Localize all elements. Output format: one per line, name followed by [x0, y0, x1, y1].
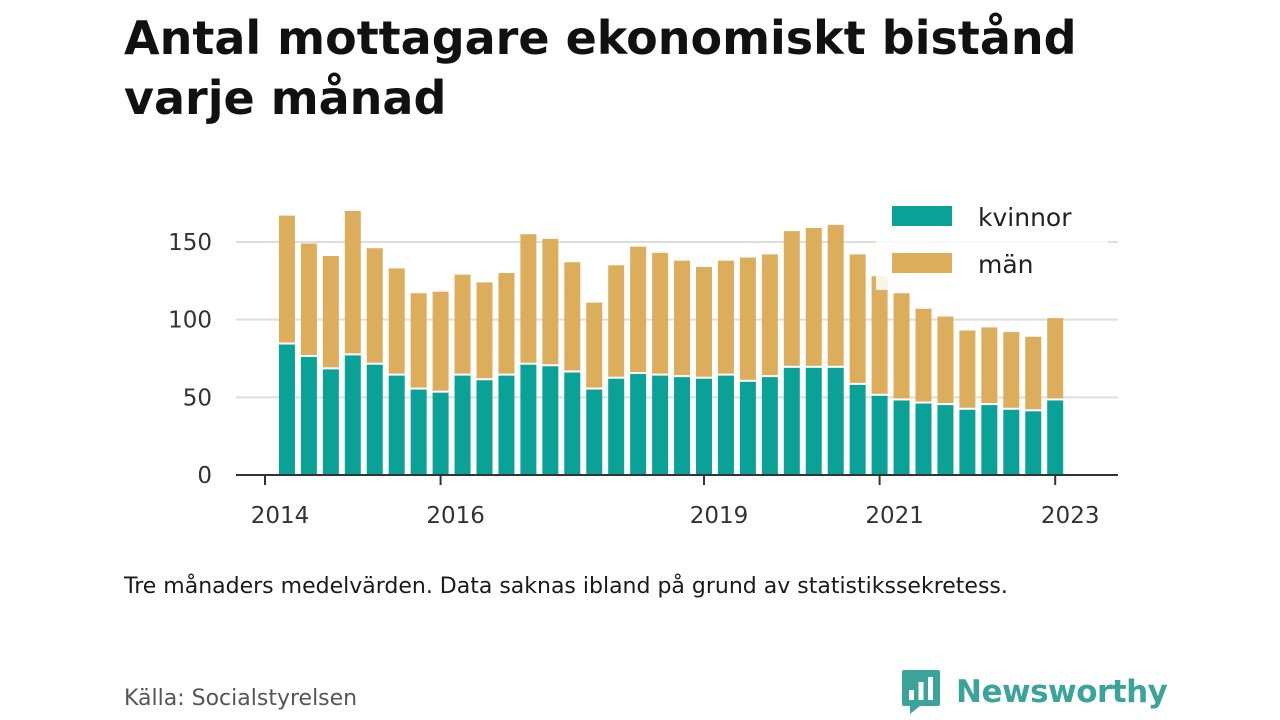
x-tick-label-2021: 2021 — [865, 503, 924, 529]
bar-man-1 — [300, 243, 317, 355]
bar-man-33 — [1003, 332, 1020, 408]
bar-man-32 — [981, 327, 998, 404]
bar-man-2 — [322, 255, 339, 368]
bar-kvinnor-10 — [498, 375, 515, 475]
bar-kvinnor-17 — [652, 375, 669, 475]
bar-kvinnor-32 — [981, 405, 998, 475]
bar-kvinnor-3 — [344, 355, 361, 475]
bar-man-0 — [278, 215, 295, 343]
bar-man-5 — [388, 268, 405, 374]
legend-label-man: män — [978, 250, 1034, 279]
bar-kvinnor-13 — [564, 372, 581, 475]
bar-kvinnor-33 — [1003, 409, 1020, 475]
brand-name: Newsworthy — [956, 674, 1168, 710]
bar-man-17 — [652, 252, 669, 374]
bar-kvinnor-21 — [739, 381, 756, 475]
bar-man-8 — [454, 274, 471, 374]
y-tick-label-100: 100 — [168, 308, 212, 334]
bar-man-19 — [696, 266, 712, 377]
bar-man-35 — [1047, 318, 1064, 399]
newsworthy-logo-icon — [902, 670, 940, 714]
bar-kvinnor-8 — [454, 375, 471, 475]
bar-man-29 — [915, 308, 932, 402]
source-credit: Källa: Socialstyrelsen — [124, 686, 358, 711]
bar-man-18 — [674, 260, 691, 376]
bar-kvinnor-5 — [388, 375, 405, 475]
y-tick-label-50: 50 — [183, 385, 212, 411]
bar-man-3 — [344, 210, 361, 354]
bar-man-34 — [1025, 336, 1042, 410]
bar-kvinnor-12 — [542, 366, 559, 475]
bar-kvinnor-20 — [717, 375, 734, 475]
bar-kvinnor-30 — [937, 405, 954, 475]
legend-swatch-kvinnor — [892, 206, 952, 226]
bar-kvinnor-25 — [827, 367, 844, 475]
bar-man-12 — [542, 238, 559, 365]
bar-kvinnor-34 — [1025, 411, 1042, 475]
bar-man-25 — [827, 224, 844, 366]
bar-kvinnor-14 — [586, 389, 603, 475]
bar-kvinnor-23 — [783, 367, 800, 475]
y-tick-label-0: 0 — [197, 463, 212, 489]
chart-title: Antal mottagare ekonomiskt bistånd varje… — [124, 11, 1077, 125]
bar-kvinnor-7 — [432, 392, 449, 475]
bar-kvinnor-9 — [476, 380, 493, 475]
chart-footnote: Tre månaders medelvärden. Data saknas ib… — [124, 574, 1008, 599]
bar-man-20 — [717, 260, 734, 374]
bar-kvinnor-15 — [608, 378, 625, 475]
legend-swatch-man — [892, 253, 952, 273]
bar-kvinnor-22 — [761, 377, 778, 475]
bar-kvinnor-16 — [630, 374, 647, 475]
bar-man-16 — [630, 246, 647, 373]
bar-man-14 — [586, 302, 603, 388]
bar-kvinnor-28 — [893, 400, 910, 475]
bar-man-31 — [959, 330, 976, 408]
bar-man-6 — [410, 293, 427, 388]
bar-man-13 — [564, 262, 581, 371]
x-tick-label-2019: 2019 — [690, 503, 749, 529]
x-tick-label-2016: 2016 — [426, 503, 485, 529]
bar-man-30 — [937, 316, 954, 404]
bar-kvinnor-4 — [366, 364, 383, 475]
bar-kvinnor-1 — [300, 356, 317, 475]
bar-man-15 — [608, 265, 625, 377]
bar-kvinnor-35 — [1047, 400, 1064, 475]
bar-kvinnor-11 — [520, 364, 537, 475]
bar-kvinnor-29 — [915, 403, 932, 475]
y-tick-label-150: 150 — [168, 230, 212, 256]
x-tick-label-2023: 2023 — [1041, 503, 1100, 529]
bar-kvinnor-27 — [871, 395, 888, 475]
bar-kvinnor-2 — [322, 369, 339, 475]
bar-man-21 — [739, 257, 756, 380]
bar-kvinnor-6 — [410, 389, 427, 475]
bar-man-27 — [871, 276, 888, 394]
legend-label-kvinnor: kvinnor — [978, 203, 1072, 232]
bar-man-28 — [893, 293, 910, 399]
bar-man-22 — [761, 254, 778, 376]
bar-kvinnor-18 — [674, 377, 691, 475]
bar-kvinnor-0 — [278, 344, 295, 475]
bar-man-9 — [476, 282, 493, 379]
bar-man-24 — [805, 228, 822, 366]
bar-kvinnor-26 — [849, 384, 866, 475]
bar-kvinnor-24 — [805, 367, 822, 475]
bar-kvinnor-19 — [696, 378, 712, 475]
bar-man-11 — [520, 234, 537, 363]
bar-man-4 — [366, 248, 383, 363]
bar-man-23 — [783, 231, 800, 366]
bar-kvinnor-31 — [959, 409, 976, 475]
bar-man-7 — [432, 291, 449, 391]
bar-man-10 — [498, 273, 515, 374]
bar-man-26 — [849, 254, 866, 383]
x-tick-label-2014: 2014 — [251, 503, 310, 529]
stacked-bar-chart: 0 50 100 150 2014 2016 2019 2021 2023 kvinnor män — [168, 203, 1118, 529]
newsworthy-logo[interactable]: Newsworthy — [900, 668, 1168, 716]
